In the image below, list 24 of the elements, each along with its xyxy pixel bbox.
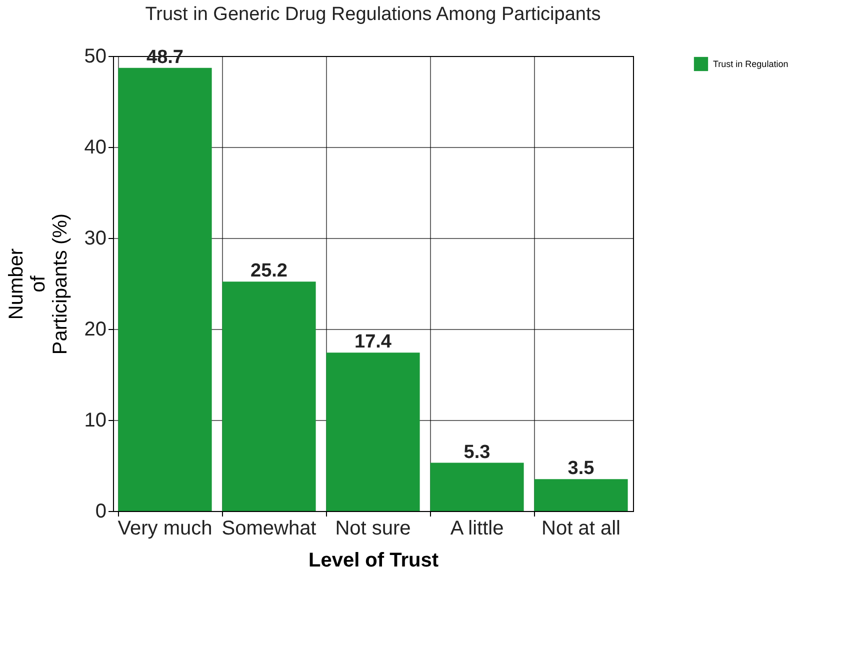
y-axis-title: Number of Participants (%) [5,213,72,355]
bar [326,352,420,511]
x-tick-label: Somewhat [222,518,317,540]
bar [534,479,628,511]
y-tick-label: 20 [84,318,106,340]
data-label: 3.5 [568,458,595,480]
x-tick-label: Not at all [542,518,620,540]
x-axis-title: Level of Trust [308,550,439,572]
y-tick-label: 30 [84,228,106,250]
y-tick-label: 10 [84,410,106,432]
chart-title: Trust in Generic Drug Regulations Among Participants [145,4,601,25]
bar [222,282,316,511]
x-tick-label: Very much [118,518,212,540]
data-label: 5.3 [464,442,490,463]
data-label: 17.4 [354,332,392,353]
y-tick-label: 40 [84,136,106,158]
y-tick-label: 0 [95,500,106,522]
x-tick-label: Not sure [335,518,411,540]
bar [430,462,524,511]
x-tick-label: A little [450,518,504,540]
legend-label: Trust in Regulation [713,59,788,69]
bar [118,68,212,511]
y-tick-label: 50 [84,46,106,68]
data-label: 25.2 [250,260,288,282]
